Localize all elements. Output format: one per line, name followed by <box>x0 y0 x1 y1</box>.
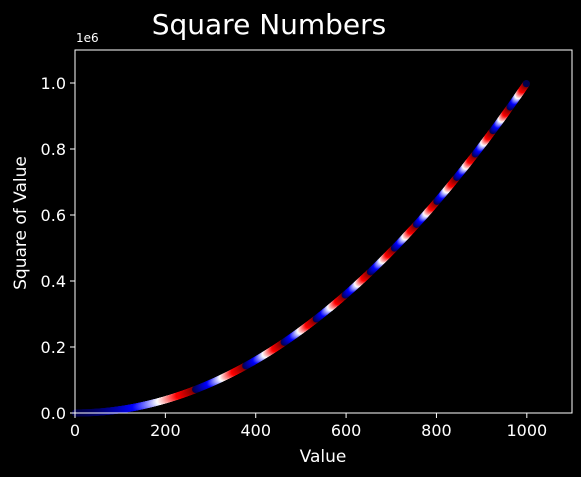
plot-area <box>71 49 573 417</box>
y-tick-label: 0.0 <box>41 404 66 423</box>
x-tick-label: 200 <box>150 421 181 440</box>
y-tick-label: 1.0 <box>41 74 66 93</box>
axes-frame <box>74 49 573 414</box>
x-tick-label: 0 <box>70 421 80 440</box>
y-tick-label: 0.8 <box>41 140 66 159</box>
x-axis-ticks: 0 200 400 600 800 1000 <box>70 413 547 440</box>
y-axis-offset-label: 1e6 <box>76 31 99 45</box>
x-axis-label: Value <box>300 447 347 467</box>
y-tick-label: 0.4 <box>41 272 66 291</box>
data-point <box>522 80 530 88</box>
y-axis-label: Square of Value <box>11 156 31 290</box>
x-tick-label: 600 <box>331 421 362 440</box>
x-tick-label: 400 <box>240 421 271 440</box>
y-tick-label: 0.6 <box>41 206 66 225</box>
chart-title: Square Numbers <box>152 8 387 41</box>
x-tick-label: 1000 <box>506 421 547 440</box>
y-tick-label: 0.2 <box>41 338 66 357</box>
y-axis-ticks: 0.0 0.2 0.4 0.6 0.8 1.0 <box>41 74 75 423</box>
x-tick-label: 800 <box>421 421 452 440</box>
